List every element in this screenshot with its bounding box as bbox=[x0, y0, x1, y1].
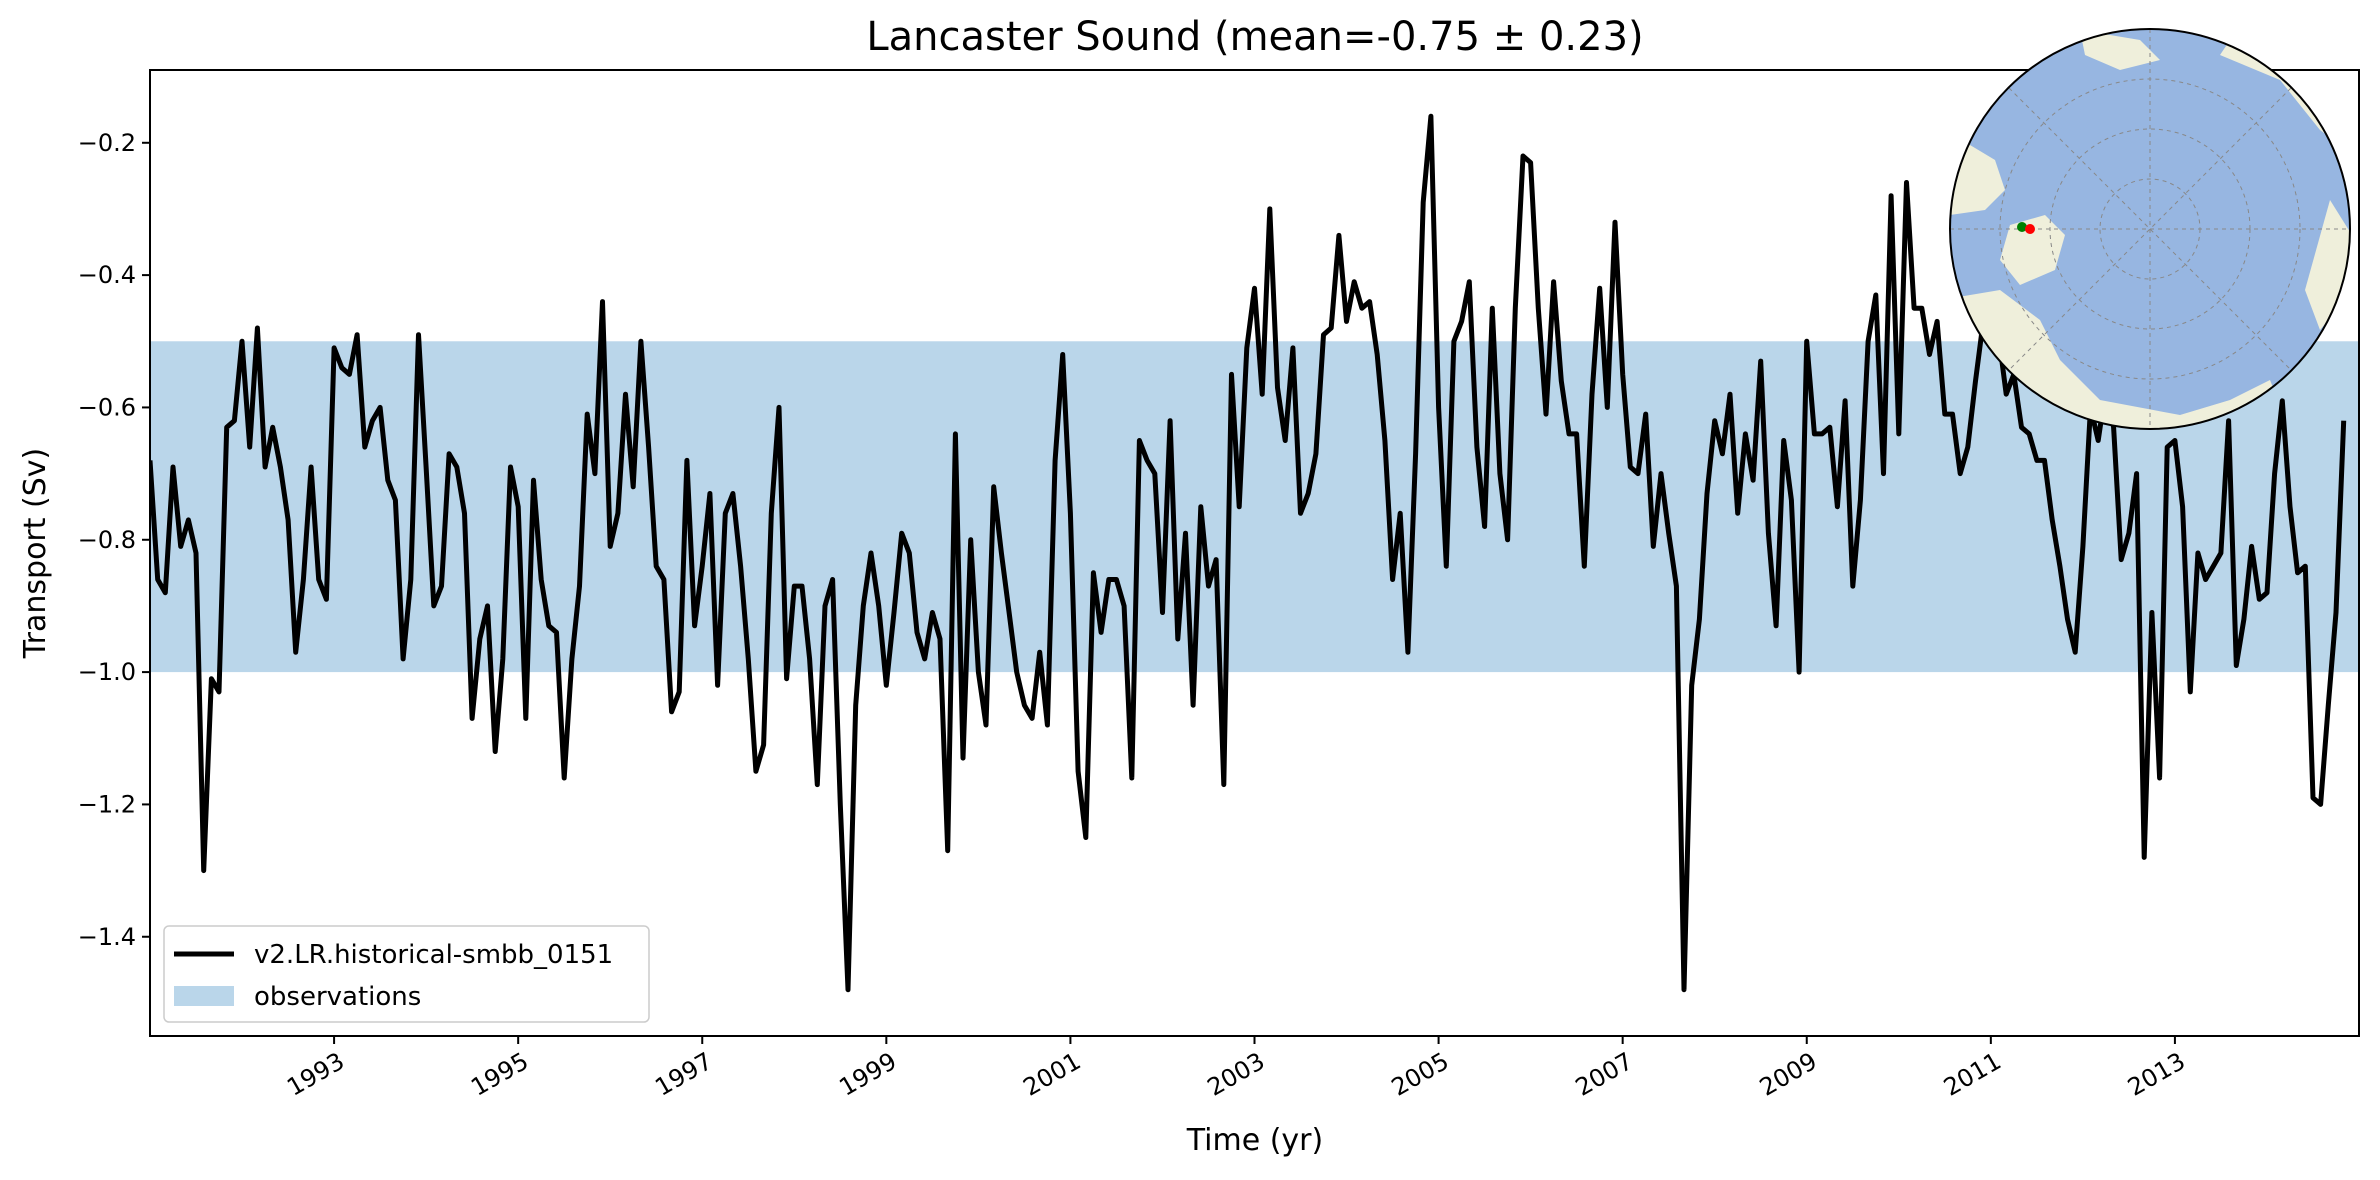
legend: v2.LR.historical-smbb_0151 observations bbox=[163, 925, 650, 1023]
section-start-marker bbox=[2017, 222, 2027, 232]
chart-title: Lancaster Sound (mean=-0.75 ± 0.23) bbox=[866, 14, 1643, 60]
x-tick-label: 2003 bbox=[1203, 1047, 1270, 1102]
land-greenland bbox=[2000, 215, 2065, 285]
x-tick-label: 2001 bbox=[1019, 1047, 1086, 1102]
x-tick-label: 2007 bbox=[1571, 1047, 1638, 1102]
x-tick-label: 1993 bbox=[282, 1047, 349, 1102]
y-axis: −1.4 −1.2 −1.0 −0.8 −0.6 −0.4 −0.2 bbox=[78, 129, 150, 951]
x-tick-label: 2009 bbox=[1755, 1047, 1822, 1102]
x-tick-label: 1999 bbox=[834, 1047, 901, 1102]
x-tick-label: 1995 bbox=[466, 1047, 533, 1102]
section-end-marker bbox=[2025, 224, 2035, 234]
legend-observations-label: observations bbox=[254, 982, 421, 1012]
x-axis: 1993 1995 1997 1999 2001 2003 2005 2007 2009 2011… bbox=[282, 1036, 2190, 1102]
map-graticule bbox=[1950, 29, 2350, 429]
y-tick-label: −0.2 bbox=[78, 129, 136, 157]
y-tick-label: −1.0 bbox=[78, 658, 136, 686]
legend-series-label: v2.LR.historical-smbb_0151 bbox=[254, 940, 613, 970]
legend-box bbox=[163, 925, 650, 1023]
y-tick-label: −0.6 bbox=[78, 393, 136, 421]
y-tick-label: −0.4 bbox=[78, 261, 136, 289]
y-tick-label: −0.8 bbox=[78, 526, 136, 554]
y-axis-title: Transport (Sv) bbox=[18, 448, 53, 660]
x-tick-label: 1997 bbox=[650, 1047, 717, 1102]
x-tick-label: 2005 bbox=[1387, 1047, 1454, 1102]
series-line bbox=[150, 113, 2347, 993]
map-border bbox=[1949, 28, 2351, 430]
x-axis-title: Time (yr) bbox=[1186, 1123, 1323, 1158]
legend-band-swatch bbox=[174, 986, 234, 1006]
y-tick-label: −1.2 bbox=[78, 790, 136, 818]
y-tick-label: −1.4 bbox=[78, 923, 136, 951]
land-top-left bbox=[2080, 30, 2160, 70]
x-tick-label: 2013 bbox=[2123, 1047, 2190, 1102]
x-tick-label: 2011 bbox=[1939, 1047, 2006, 1102]
